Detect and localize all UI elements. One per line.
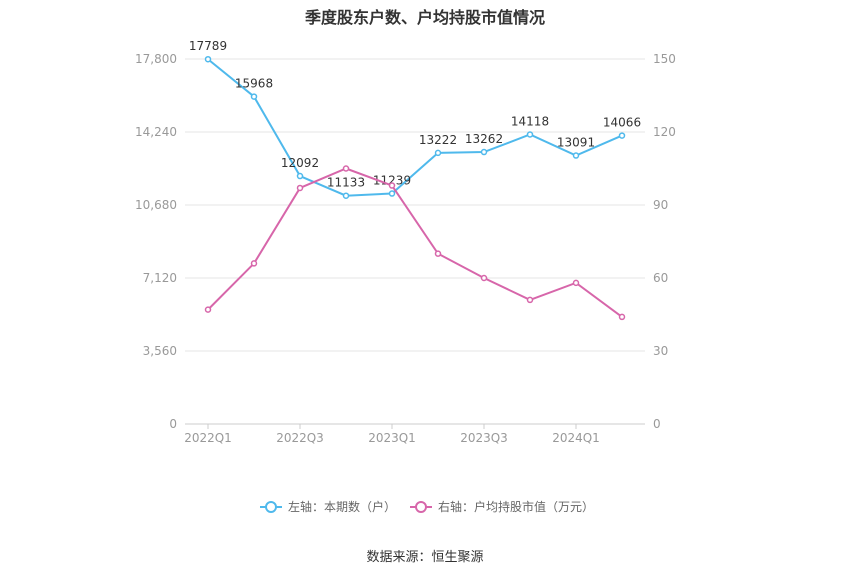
data-point	[250, 260, 258, 267]
data-label: 13091	[557, 136, 595, 150]
data-point	[388, 182, 396, 189]
data-point	[526, 131, 534, 138]
data-point	[388, 190, 396, 197]
left-axis-tick-label: 14,240	[135, 125, 177, 139]
data-point	[480, 148, 488, 156]
legend-label: 右轴：户均持股市值（万元）	[438, 499, 594, 514]
data-label: 17789	[189, 39, 227, 53]
data-point	[572, 152, 580, 159]
right-axis-tick-label: 120	[653, 125, 676, 139]
data-point	[480, 274, 488, 282]
left-axis-tick-label: 0	[169, 417, 177, 431]
right-axis-tick-label: 90	[653, 198, 668, 212]
legend-marker	[265, 501, 277, 513]
data-label: 14118	[511, 115, 549, 129]
data-point	[342, 165, 350, 172]
series-line	[207, 167, 623, 318]
right-axis-tick-label: 30	[653, 344, 668, 358]
legend-marker	[415, 501, 427, 513]
data-point	[296, 172, 304, 180]
data-point	[296, 184, 304, 192]
data-point	[526, 296, 534, 304]
left-axis-tick-label: 17,800	[135, 52, 177, 66]
data-point	[204, 306, 212, 313]
data-point	[250, 93, 258, 100]
data-label: 13222	[419, 133, 457, 147]
data-point	[572, 279, 580, 287]
data-point	[618, 313, 626, 321]
data-label: 11239	[373, 174, 411, 188]
data-label: 14066	[603, 116, 641, 130]
series-line	[207, 58, 623, 197]
data-point	[434, 250, 442, 257]
x-axis-tick-label: 2023Q3	[460, 431, 508, 445]
left-axis-tick-label: 7,120	[143, 271, 177, 285]
data-point	[618, 132, 626, 139]
x-axis-tick-label: 2022Q1	[184, 431, 232, 445]
x-axis-tick-label: 2023Q1	[368, 431, 416, 445]
data-point	[434, 149, 442, 157]
data-point	[204, 55, 212, 63]
data-label: 11133	[327, 176, 365, 190]
x-axis-tick-label: 2024Q1	[552, 431, 600, 445]
data-point	[342, 192, 350, 199]
legend-label: 左轴：本期数（户）	[288, 499, 396, 514]
data-label: 12092	[281, 156, 319, 170]
source-note: 数据来源：恒生聚源	[366, 550, 484, 565]
chart-title: 季度股东户数、户均持股市值情况	[304, 8, 545, 27]
right-axis-tick-label: 150	[653, 52, 676, 66]
right-axis-tick-label: 60	[653, 271, 668, 285]
data-label: 15968	[235, 77, 273, 91]
data-label: 13262	[465, 132, 503, 146]
left-axis-tick-label: 3,560	[143, 344, 177, 358]
left-axis-tick-label: 10,680	[135, 198, 177, 212]
right-axis-tick-label: 0	[653, 417, 661, 431]
x-axis-tick-label: 2022Q3	[276, 431, 324, 445]
